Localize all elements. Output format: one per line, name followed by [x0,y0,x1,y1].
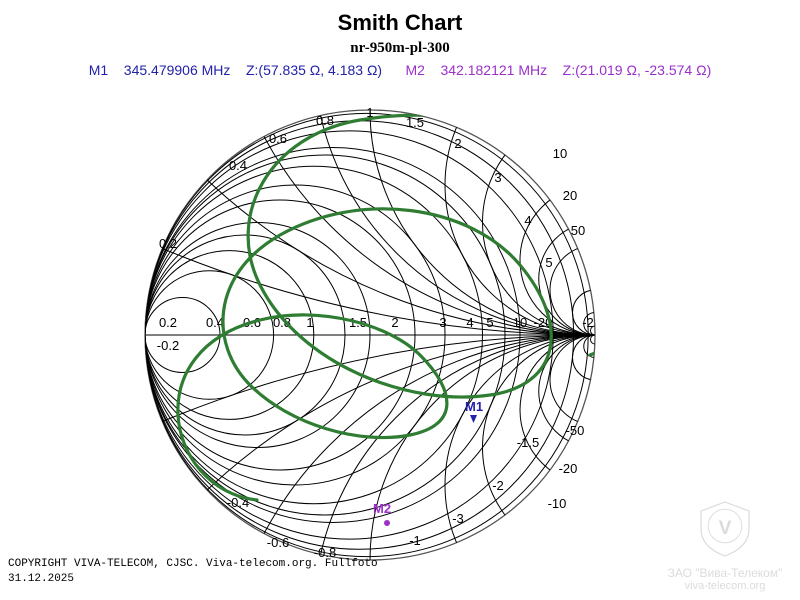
svg-text:0.2: 0.2 [159,315,177,330]
m1-impedance: Z:(57.835 Ω, 4.183 Ω) [246,62,382,78]
chart-markers[interactable]: M1 M2 [373,399,483,526]
svg-text:0.4: 0.4 [229,158,247,173]
svg-text:10: 10 [513,315,527,330]
svg-text:-3: -3 [452,511,464,526]
svg-text:2: 2 [391,315,398,330]
chart-subtitle: nr-950m-pl-300 [0,40,800,57]
svg-text:4: 4 [524,213,531,228]
svg-text:5: 5 [545,255,552,270]
m1-freq: 345.479906 MHz [124,62,231,78]
copyright-date: 31.12.2025 [8,572,378,586]
svg-text:-2: -2 [492,478,504,493]
company-name-text: ЗАО "Вива-Телеком" [660,566,790,580]
svg-text:1.5: 1.5 [406,115,424,130]
svg-text:0.2: 0.2 [159,236,177,251]
svg-text:1: 1 [306,315,313,330]
svg-text:-20: -20 [559,461,578,476]
svg-text:-1.5: -1.5 [517,435,539,450]
svg-text:10: 10 [553,146,567,161]
svg-text:-0.2: -0.2 [157,338,179,353]
svg-text:-10: -10 [548,496,567,511]
markers-info-line: M1 345.479906 MHz Z:(57.835 Ω, 4.183 Ω) … [0,62,800,78]
m2-freq: 342.182121 MHz [440,62,547,78]
svg-text:-50: -50 [566,423,585,438]
svg-text:5: 5 [486,315,493,330]
svg-text:-1: -1 [409,533,421,548]
svg-text:2: 2 [454,136,461,151]
svg-text:3: 3 [439,315,446,330]
smith-grid [60,95,680,565]
company-url-text: viva-telecom.org [660,580,790,592]
m2-marker-label[interactable]: M2 [373,501,391,516]
m1-marker-label[interactable]: M1 [465,399,483,414]
svg-text:4: 4 [466,315,473,330]
svg-text:0.6: 0.6 [269,131,287,146]
svg-text:V: V [719,518,732,539]
svg-text:50: 50 [571,223,585,238]
smith-chart-window: Smith Chart nr-950m-pl-300 M1 345.479906… [0,0,800,600]
svg-text:3: 3 [494,170,501,185]
copyright-footer: COPYRIGHT VIVA-TELECOM, CJSC. Viva-telec… [8,557,378,586]
svg-text:-2: -2 [582,315,594,330]
smith-chart-plot-area[interactable]: 1 0.8 0.6 0.4 0.2 1.5 2 3 4 5 0.2 0.4 0.… [60,95,680,565]
chart-title: Smith Chart [0,10,800,36]
m2-impedance: Z:(21.019 Ω, -23.574 Ω) [563,62,712,78]
svg-text:-0.6: -0.6 [267,535,289,550]
shield-logo-icon: V [695,499,755,559]
copyright-line1: COPYRIGHT VIVA-TELECOM, CJSC. Viva-telec… [8,557,378,571]
svg-text:0.4: 0.4 [206,315,224,330]
m1-label[interactable]: M1 [89,62,108,78]
svg-text:20: 20 [563,188,577,203]
m2-label[interactable]: M2 [405,62,424,78]
company-watermark: V ЗАО "Вива-Телеком" viva-telecom.org [660,499,790,592]
